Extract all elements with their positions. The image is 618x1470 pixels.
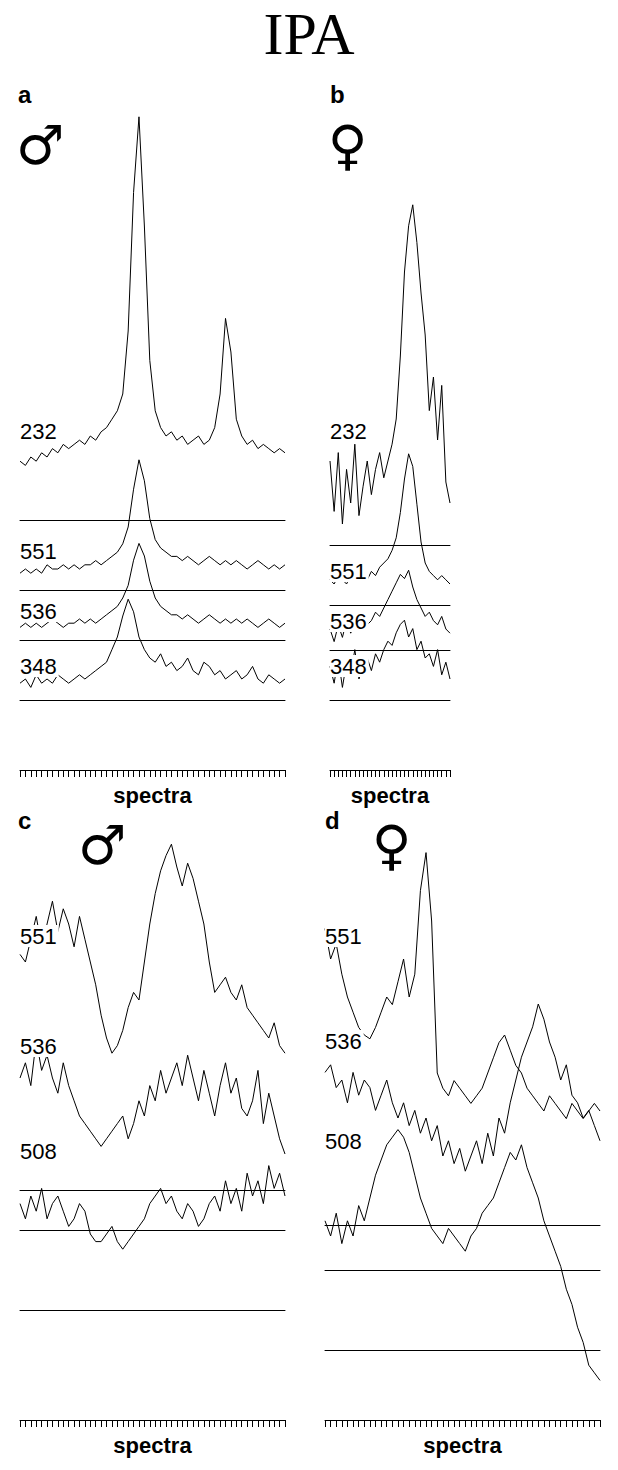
svg-text:♂: ♂ xyxy=(78,814,126,877)
svg-text:IPA: IPA xyxy=(263,1,354,67)
svg-text:232: 232 xyxy=(20,419,57,444)
svg-text:551: 551 xyxy=(325,924,362,949)
svg-text:spectra: spectra xyxy=(113,1433,192,1458)
svg-text:spectra: spectra xyxy=(423,1433,502,1458)
svg-text:536: 536 xyxy=(325,1029,362,1054)
svg-text:d: d xyxy=(325,807,340,834)
svg-text:b: b xyxy=(330,81,345,108)
svg-text:348: 348 xyxy=(330,654,367,679)
svg-text:508: 508 xyxy=(325,1129,362,1154)
svg-text:♀: ♀ xyxy=(372,814,412,877)
svg-text:551: 551 xyxy=(330,559,367,584)
svg-text:536: 536 xyxy=(330,609,367,634)
svg-text:232: 232 xyxy=(330,419,367,444)
svg-text:spectra: spectra xyxy=(351,783,430,808)
svg-text:a: a xyxy=(18,81,32,108)
svg-text:536: 536 xyxy=(20,1034,57,1059)
svg-text:508: 508 xyxy=(20,1139,57,1164)
svg-text:348: 348 xyxy=(20,654,57,679)
svg-text:551: 551 xyxy=(20,924,57,949)
svg-text:c: c xyxy=(18,807,31,834)
svg-text:♂: ♂ xyxy=(16,114,64,177)
svg-text:536: 536 xyxy=(20,599,57,624)
svg-text:spectra: spectra xyxy=(113,783,192,808)
svg-text:♀: ♀ xyxy=(328,114,368,177)
svg-text:551: 551 xyxy=(20,539,57,564)
